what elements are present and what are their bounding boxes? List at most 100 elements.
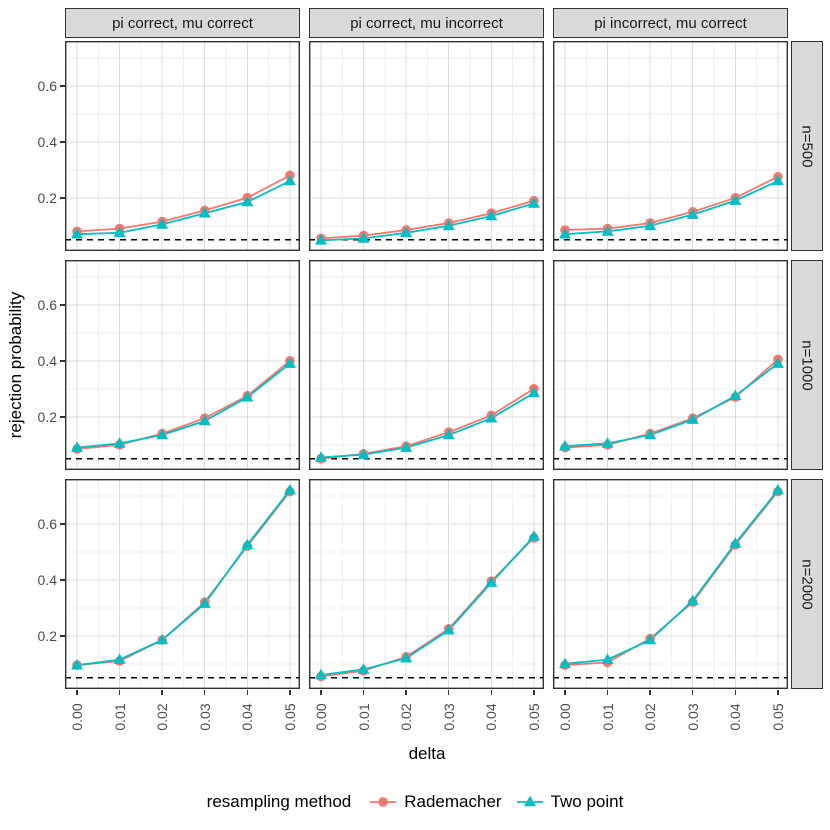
facet-strip-label: pi incorrect, mu correct (594, 14, 747, 32)
x-tick-mark (606, 690, 609, 695)
y-tick-mark (60, 141, 65, 143)
facet-strip-label: n=500 (798, 124, 816, 168)
x-tick-label: 0.02 (642, 703, 659, 731)
facet-strip-row-n-1000: n=1000 (791, 260, 823, 470)
x-tick-label: 0.05 (769, 703, 786, 731)
y-tick-label: 0.6 (37, 515, 57, 532)
grid-minor (553, 41, 788, 251)
series-markers-two-point (558, 484, 784, 669)
x-tick-mark (118, 690, 121, 695)
x-tick-mark (777, 690, 779, 695)
grid-major (553, 41, 788, 251)
x-tick-mark (533, 690, 535, 695)
x-axis-title: delta (408, 744, 446, 763)
panel-border (553, 479, 788, 689)
legend-item-label: Two point (550, 792, 624, 811)
series-line-two-point (320, 392, 535, 459)
y-tick-label: 0.2 (37, 627, 57, 644)
grid-major (309, 260, 544, 470)
facet-strip-label: pi correct, mu incorrect (350, 14, 503, 32)
x-tick-label: 0.00 (556, 703, 573, 731)
facet-panel-n-2000-pi-incorrect-mu-correct (553, 479, 788, 689)
facet-strip-row-n-500: n=500 (791, 41, 823, 251)
facet-panel-n-500-pi-correct-mu-correct (65, 41, 300, 251)
panel-border (65, 260, 300, 470)
series-line-rademacher (320, 199, 535, 240)
series-markers-two-point (558, 357, 784, 451)
y-tick-mark (60, 416, 65, 418)
x-tick-mark (362, 690, 365, 695)
x-tick-mark (203, 690, 206, 695)
grid-major (65, 260, 300, 470)
facet-strip-row-n-2000: n=2000 (791, 479, 823, 689)
grid-major (65, 479, 300, 689)
legend-title: resampling method (206, 792, 352, 811)
x-tick-label: 0.01 (111, 703, 128, 731)
series-markers-two-point (314, 197, 540, 245)
series-line-two-point (76, 362, 291, 449)
y-tick-mark (60, 197, 65, 199)
grid-minor (65, 41, 300, 251)
grid-minor (309, 260, 544, 470)
facet-strip-col-pi-correct-mu-incorrect: pi correct, mu incorrect (309, 8, 544, 38)
facet-strip-col-pi-correct-mu-correct: pi correct, mu correct (65, 8, 300, 38)
x-tick-mark (320, 690, 322, 695)
x-tick-label: 0.00 (312, 703, 329, 731)
facet-strip-label: n=1000 (798, 339, 816, 391)
x-tick-label: 0.00 (68, 703, 85, 731)
panel-border (309, 260, 544, 470)
x-tick-mark (161, 690, 163, 695)
x-tick-label: 0.03 (440, 703, 457, 731)
legend-item-rademacher: Rademacher (369, 792, 502, 812)
x-tick-label: 0.01 (355, 703, 372, 731)
grid-major (553, 260, 788, 470)
x-tick-label: 0.04 (239, 703, 256, 731)
y-tick-label: 0.4 (37, 571, 57, 588)
series-markers-two-point (314, 530, 540, 680)
facet-panel-n-1000-pi-incorrect-mu-correct (553, 260, 788, 470)
grid-minor (309, 41, 544, 251)
x-tick-mark (447, 690, 450, 695)
series-line-rademacher (76, 174, 291, 233)
series-line-rademacher (76, 360, 291, 450)
x-tick-label: 0.04 (483, 703, 500, 731)
legend-item-two-point: Two point (516, 792, 624, 812)
panel-border (65, 41, 300, 251)
panel-border (65, 479, 300, 689)
series-line-two-point (564, 362, 779, 448)
series-markers-two-point (70, 357, 296, 452)
x-tick-label: 0.05 (525, 703, 542, 731)
y-tick-mark (60, 304, 65, 306)
x-tick-label: 0.01 (599, 703, 616, 731)
legend-key-two-point-icon (516, 795, 543, 807)
facet-panel-n-2000-pi-correct-mu-incorrect (309, 479, 544, 689)
x-tick-label: 0.03 (684, 703, 701, 731)
facet-panel-n-2000-pi-correct-mu-correct (65, 479, 300, 689)
series-line-two-point (76, 489, 291, 667)
x-tick-mark (649, 690, 651, 695)
x-tick-mark (734, 690, 737, 695)
y-tick-mark (60, 579, 65, 581)
grid-minor (309, 479, 544, 689)
x-tick-label: 0.04 (727, 703, 744, 731)
x-tick-mark (76, 690, 78, 695)
y-tick-mark (60, 85, 65, 87)
facet-strip-label: n=2000 (798, 558, 816, 610)
series-markers-two-point (558, 174, 784, 239)
grid-major (309, 479, 544, 689)
series-line-two-point (320, 535, 535, 676)
series-line-two-point (564, 180, 779, 236)
facet-panel-n-1000-pi-correct-mu-correct (65, 260, 300, 470)
legend-key-rademacher-icon (370, 797, 397, 807)
legend: resampling method Rademacher Two point (0, 784, 830, 820)
x-tick-label: 0.03 (196, 703, 213, 731)
y-tick-label: 0.2 (37, 189, 57, 206)
series-markers-two-point (70, 484, 296, 670)
y-tick-label: 0.6 (37, 77, 57, 94)
y-tick-label: 0.4 (37, 352, 57, 369)
y-tick-label: 0.6 (37, 296, 57, 313)
y-tick-label: 0.4 (37, 133, 57, 150)
grid-minor (65, 479, 300, 689)
panel-border (553, 41, 788, 251)
